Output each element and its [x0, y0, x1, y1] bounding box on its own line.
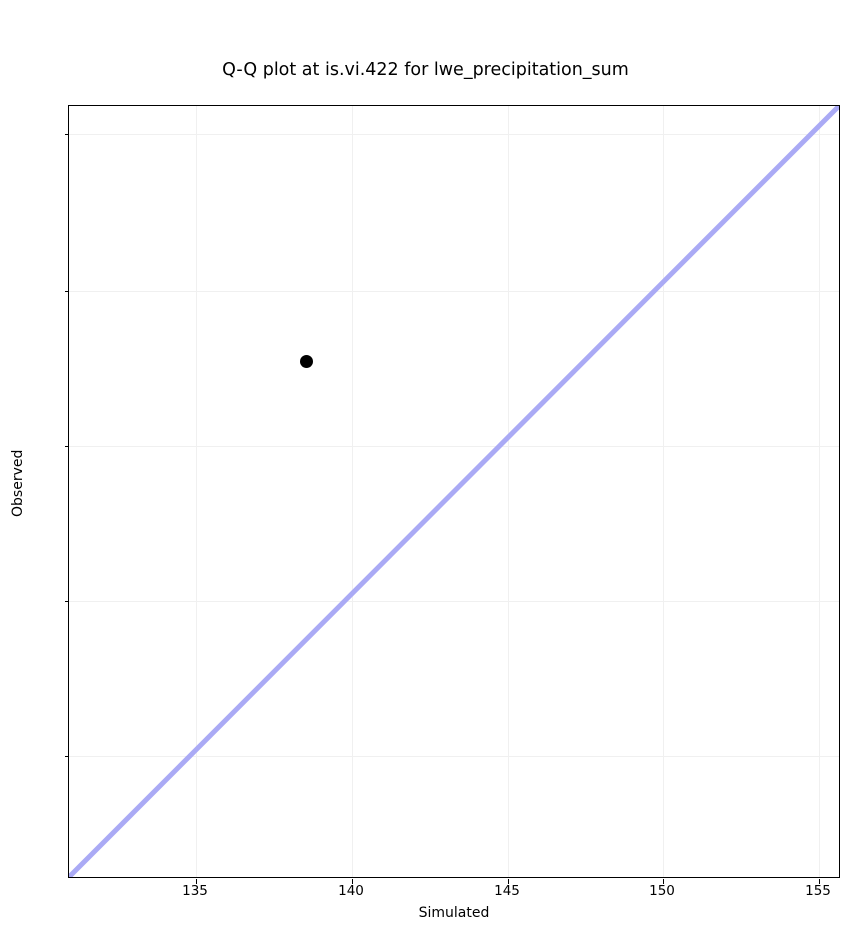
data-point: [299, 354, 313, 368]
tick-y-150: [64, 291, 69, 293]
tick-y-135: [64, 756, 69, 758]
ticklabel-x-150: 150: [649, 883, 675, 899]
gridline-x-140: [352, 106, 354, 877]
plot-area: 135 140 145 150 155: [64, 105, 840, 884]
x-axis-label: Simulated: [418, 905, 490, 921]
tick-x-155: [819, 879, 821, 884]
tick-x-145: [508, 879, 510, 884]
y-axis-label: Observed: [10, 449, 26, 517]
ticklabel-x-140: 140: [338, 883, 364, 899]
tick-y-140: [64, 601, 69, 603]
tick-y-155: [64, 134, 69, 136]
tick-y-145: [64, 446, 69, 448]
ticklabel-x-145: 145: [494, 883, 520, 899]
gridline-x-145: [508, 106, 510, 877]
gridline-y-155: [69, 134, 839, 136]
gridline-x-155: [819, 106, 821, 877]
one-to-one-reference-line: [69, 106, 839, 877]
ticklabel-x-135: 135: [182, 883, 208, 899]
gridline-y-150: [69, 291, 839, 293]
ticklabel-x-155: 155: [805, 883, 831, 899]
gridline-x-150: [663, 106, 665, 877]
chart-title-line-1: Q-Q plot at is.vi.422 for lwe_precipitat…: [222, 60, 629, 80]
gridline-y-140: [69, 601, 839, 603]
gridline-y-145: [69, 446, 839, 448]
tick-x-150: [663, 879, 665, 884]
gridline-y-135: [69, 756, 839, 758]
gridline-x-135: [196, 106, 198, 877]
tick-x-140: [352, 879, 354, 884]
tick-x-135: [196, 879, 198, 884]
